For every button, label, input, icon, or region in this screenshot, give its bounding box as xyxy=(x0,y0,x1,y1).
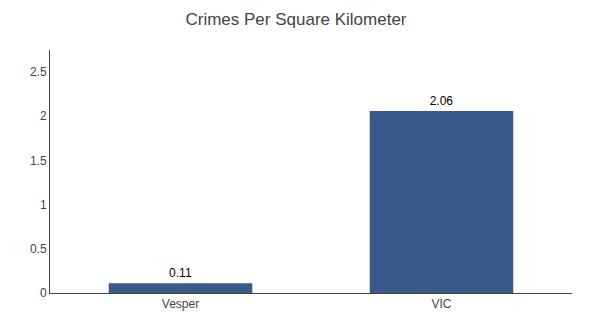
svg-text:0.11: 0.11 xyxy=(169,266,192,280)
svg-text:0.5: 0.5 xyxy=(30,242,47,256)
svg-text:1: 1 xyxy=(40,198,47,212)
svg-text:VIC: VIC xyxy=(431,297,451,311)
svg-text:Crimes Per Square Kilometer: Crimes Per Square Kilometer xyxy=(185,10,406,29)
svg-text:1.5: 1.5 xyxy=(30,154,47,168)
svg-text:2: 2 xyxy=(40,109,47,123)
svg-text:0: 0 xyxy=(40,286,47,300)
svg-text:Vesper: Vesper xyxy=(162,297,199,311)
svg-text:2.06: 2.06 xyxy=(430,94,454,108)
svg-text:2.5: 2.5 xyxy=(30,65,47,79)
